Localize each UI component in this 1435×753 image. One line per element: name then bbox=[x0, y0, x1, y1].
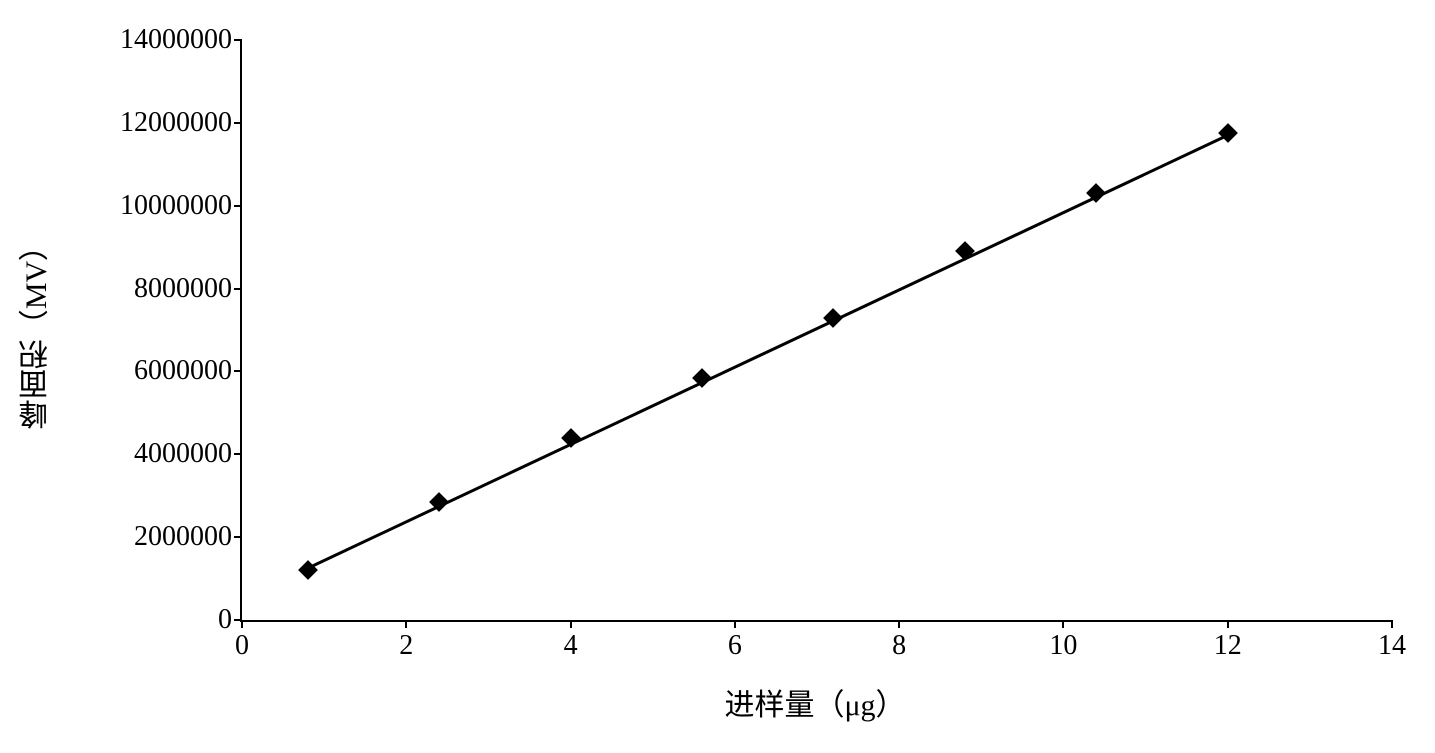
x-tick-mark bbox=[241, 620, 243, 628]
y-tick-label: 4000000 bbox=[134, 438, 242, 470]
y-tick-mark bbox=[234, 453, 242, 455]
y-tick-label: 6000000 bbox=[134, 355, 242, 387]
y-tick-mark bbox=[234, 205, 242, 207]
x-tick-mark bbox=[1062, 620, 1064, 628]
x-axis-label: 进样量（μg） bbox=[724, 680, 905, 724]
x-tick-mark bbox=[1391, 620, 1393, 628]
trend-line bbox=[242, 40, 1392, 620]
chart-container: 峰面积（MV） 02000000400000060000008000000100… bbox=[20, 20, 1415, 733]
y-tick-mark bbox=[234, 39, 242, 41]
y-axis-label: 峰面积（MV） bbox=[15, 231, 59, 429]
y-tick-label: 10000000 bbox=[120, 190, 242, 222]
x-tick-mark bbox=[898, 620, 900, 628]
x-tick-mark bbox=[570, 620, 572, 628]
y-tick-mark bbox=[234, 370, 242, 372]
y-tick-label: 8000000 bbox=[134, 273, 242, 305]
y-tick-label: 12000000 bbox=[120, 107, 242, 139]
y-tick-label: 2000000 bbox=[134, 521, 242, 553]
plot-area: 0200000040000006000000800000010000000120… bbox=[240, 40, 1392, 622]
x-tick-mark bbox=[405, 620, 407, 628]
y-tick-mark bbox=[234, 536, 242, 538]
y-tick-label: 14000000 bbox=[120, 24, 242, 56]
x-tick-mark bbox=[1227, 620, 1229, 628]
y-tick-mark bbox=[234, 122, 242, 124]
y-tick-mark bbox=[234, 288, 242, 290]
x-tick-mark bbox=[734, 620, 736, 628]
